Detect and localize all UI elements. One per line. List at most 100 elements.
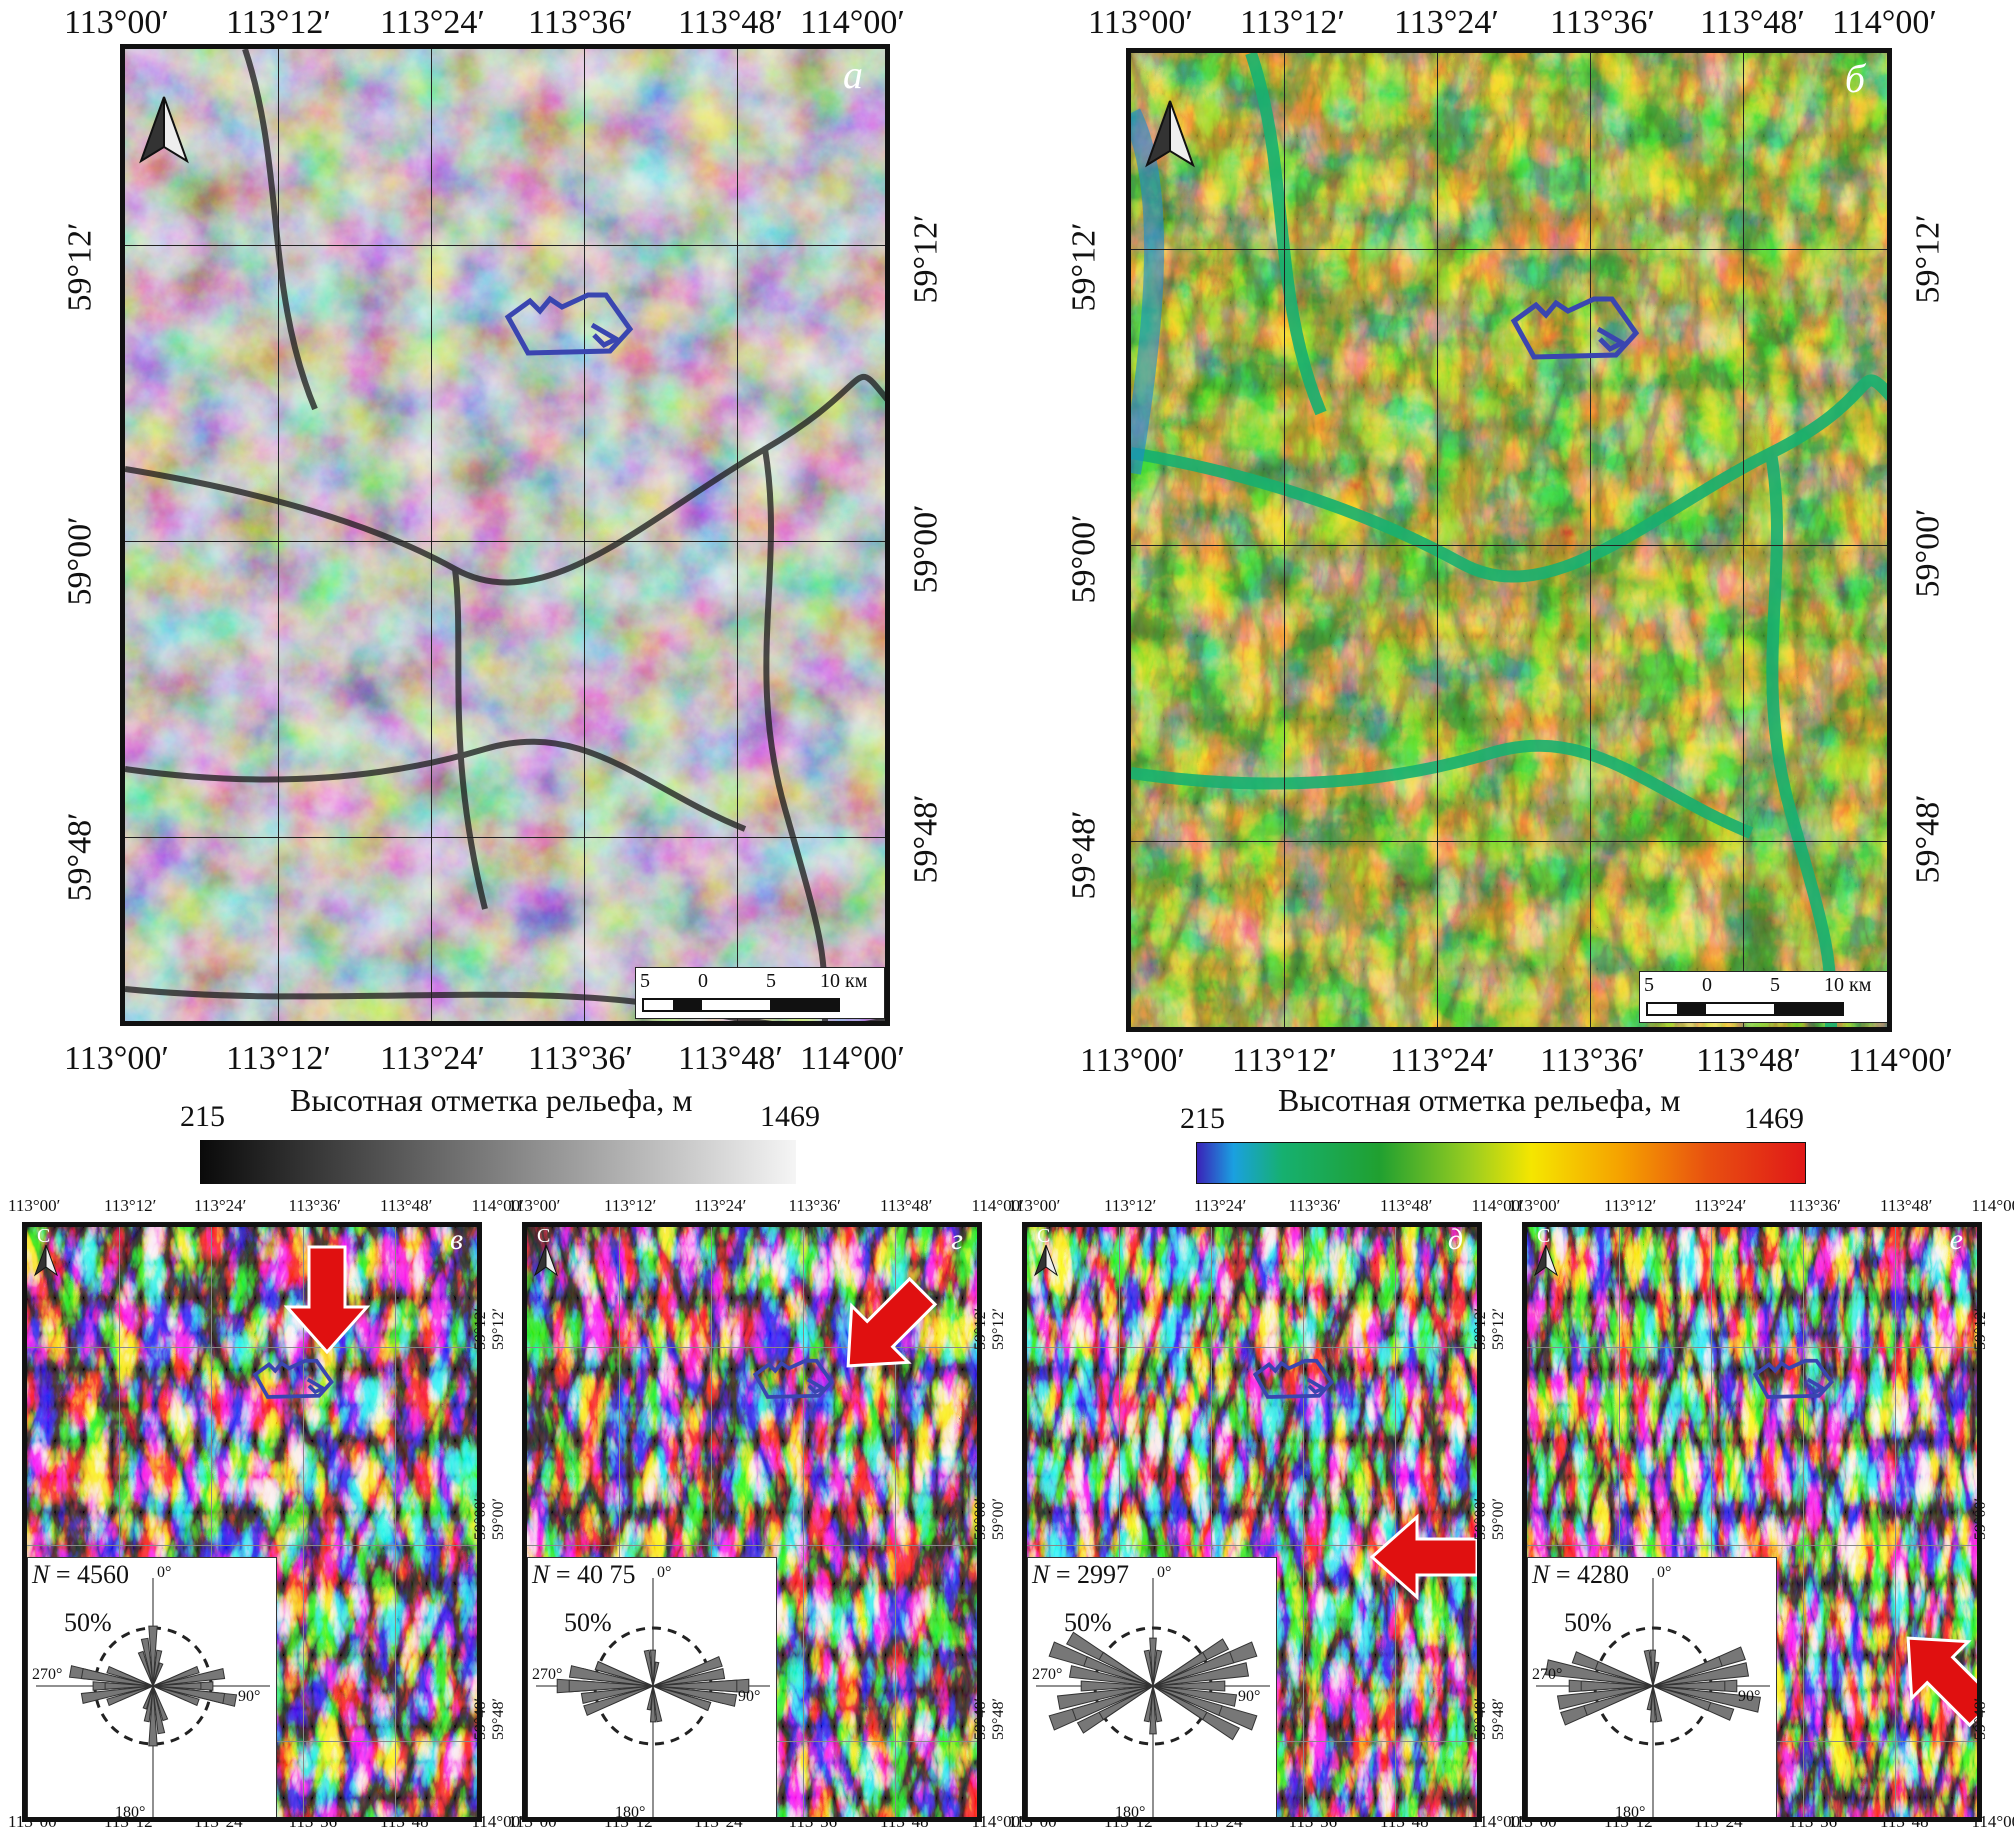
rose-label-180: 180° — [615, 1804, 646, 1821]
lat-tick: 59°48′ — [989, 1698, 1007, 1740]
red-arrow-icon — [1367, 1497, 1477, 1622]
lat-tick: 59°12′ — [1909, 214, 1947, 304]
grid-line — [395, 1227, 396, 1817]
lon-tick: 113°36′ — [528, 4, 633, 41]
grid-line — [125, 245, 885, 246]
lat-tick: 59°48′ — [1471, 1698, 1489, 1740]
panel-letter: е — [1949, 1223, 1963, 1256]
lon-tick: 113°48′ — [880, 1196, 933, 1215]
rose-label-0: 0° — [157, 1564, 172, 1581]
grid-line — [1027, 1545, 1477, 1546]
lat-tick: 59°12′ — [971, 1308, 989, 1350]
lat-tick: 59°00′ — [1909, 508, 1947, 598]
grid-line — [527, 1545, 977, 1546]
rose-label-pct: 50% — [564, 1608, 612, 1637]
rose-label-180: 180° — [115, 1804, 146, 1821]
lon-tick: 113°48′ — [1700, 4, 1805, 41]
grayscale-dem-map: a 5 0 5 10 км — [120, 44, 890, 1026]
lat-tick: 59°12′ — [489, 1308, 507, 1350]
sample-count: N = 40 75 — [532, 1560, 636, 1589]
scale-label: 5 — [766, 970, 776, 992]
grid-line — [119, 1227, 120, 1817]
grid-line — [803, 1227, 804, 1817]
grid-line — [1284, 53, 1285, 1027]
panel-letter: в — [449, 1223, 463, 1256]
lon-tick: 113°48′ — [1380, 1196, 1433, 1215]
lon-tick: 114°00′ — [1471, 1196, 1524, 1215]
rose-label-90: 90° — [738, 1688, 761, 1705]
north-arrow-icon — [1145, 100, 1195, 168]
north-label: С — [537, 1225, 551, 1247]
lon-tick: 113°48′ — [380, 1196, 433, 1215]
lat-tick: 59°48′ — [1489, 1698, 1507, 1740]
rose-label-pct: 50% — [64, 1608, 112, 1637]
north-label: С — [1537, 1225, 1551, 1247]
lat-tick: 59°00′ — [1065, 514, 1103, 604]
grid-line — [1803, 1227, 1804, 1817]
red-arrow-icon — [267, 1237, 387, 1362]
panel-letter: a — [843, 52, 863, 97]
lon-tick: 113°00′ — [64, 4, 169, 41]
lon-tick: 113°36′ — [788, 1196, 841, 1215]
lat-tick: 59°48′ — [1909, 794, 1947, 884]
grid-line — [125, 541, 885, 542]
scale-label: 10 км — [820, 970, 868, 992]
study-area-outline — [1249, 1357, 1339, 1412]
colored-relief — [1131, 53, 1887, 1027]
colorbar-title: Высотная отметка рельефа, м — [290, 1082, 693, 1118]
rose-label-180: 180° — [1115, 1804, 1146, 1821]
panel-letter: б — [1844, 56, 1865, 101]
lon-tick: 113°12′ — [226, 1040, 331, 1077]
lat-tick: 59°00′ — [471, 1498, 489, 1540]
lon-tick: 113°24′ — [1390, 1042, 1495, 1079]
lat-tick: 59°00′ — [61, 516, 99, 606]
sample-count: N = 4560 — [32, 1560, 130, 1589]
lon-tick: 114°00′ — [800, 4, 905, 41]
lon-tick: 114°00′ — [1471, 1812, 1524, 1831]
lat-tick: 59°00′ — [1971, 1498, 1989, 1540]
grid-line — [211, 1227, 212, 1817]
lat-tick: 59°12′ — [907, 214, 945, 304]
grid-line — [1131, 841, 1887, 842]
lat-tick: 59°00′ — [971, 1498, 989, 1540]
grid-line — [895, 1227, 896, 1817]
rose-label-270: 270° — [1532, 1666, 1563, 1683]
colorbar-max: 1469 — [1744, 1102, 1804, 1135]
scale-label: 5 — [1644, 974, 1654, 996]
scale-label: 0 — [698, 970, 708, 992]
lon-tick: 113°36′ — [288, 1196, 341, 1215]
north-arrow-icon — [139, 96, 189, 164]
lat-tick: 59°00′ — [989, 1498, 1007, 1540]
grid-line — [125, 837, 885, 838]
lon-tick: 113°00′ — [1088, 4, 1193, 41]
lon-tick: 114°00′ — [1848, 1042, 1953, 1079]
lon-tick: 113°00′ — [8, 1196, 61, 1215]
colorbar-gradient — [1196, 1142, 1806, 1184]
lon-tick: 113°12′ — [1240, 4, 1345, 41]
rose-label-180: 180° — [1615, 1804, 1646, 1821]
grid-line — [1743, 53, 1744, 1027]
scale-label: 0 — [1702, 974, 1712, 996]
study-area-outline — [749, 1357, 839, 1412]
lat-tick: 59°12′ — [1489, 1308, 1507, 1350]
grid-line — [584, 49, 585, 1021]
north-label: С — [1037, 1225, 1051, 1247]
lon-tick: 113°00′ — [64, 1040, 169, 1077]
grid-line — [1619, 1227, 1620, 1817]
lon-tick: 113°36′ — [528, 1040, 633, 1077]
grid-line — [27, 1347, 477, 1348]
red-arrow-icon — [1887, 1617, 1977, 1742]
rose-label-270: 270° — [32, 1666, 63, 1683]
lon-tick: 113°48′ — [1696, 1042, 1801, 1079]
lat-tick: 59°00′ — [1489, 1498, 1507, 1540]
north-arrow-icon — [1033, 1229, 1059, 1282]
rose-label-0: 0° — [657, 1564, 672, 1581]
rose-diagram: N = 2997 0° 90° 180° 270° 50% — [1027, 1557, 1277, 1821]
colorbar-max: 1469 — [760, 1100, 820, 1133]
colorbar-min: 215 — [180, 1100, 225, 1133]
lon-tick: 113°24′ — [380, 4, 485, 41]
grid-line — [1119, 1227, 1120, 1817]
lon-tick: 113°24′ — [1694, 1196, 1747, 1215]
lon-tick: 113°00′ — [1008, 1196, 1061, 1215]
